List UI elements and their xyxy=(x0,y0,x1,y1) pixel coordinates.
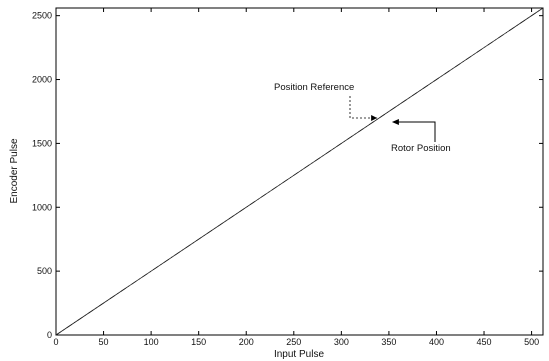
x-tick-label: 0 xyxy=(53,337,58,347)
x-tick-label: 450 xyxy=(477,337,492,347)
x-axis-ticks: 0 50 100 150 200 250 300 350 400 450 500 xyxy=(53,8,539,347)
leader-rotor-position xyxy=(397,121,436,142)
series-line-rotor-position xyxy=(55,7,544,336)
x-tick-label: 50 xyxy=(99,337,109,347)
annotation-position-reference: Position Reference xyxy=(274,82,354,93)
y-tick-label: 500 xyxy=(37,266,52,276)
y-tick-label: 0 xyxy=(47,330,52,340)
y-axis-label: Encoder Pulse xyxy=(9,138,20,203)
y-tick-label: 1000 xyxy=(32,202,52,212)
annotation-layer: Position Reference Rotor Position xyxy=(274,82,451,154)
y-tick-label: 2000 xyxy=(32,75,52,85)
y-tick-label: 2500 xyxy=(32,11,52,21)
leader-position-reference xyxy=(349,96,378,119)
x-tick-label: 350 xyxy=(381,337,396,347)
x-tick-label: 250 xyxy=(286,337,301,347)
x-tick-label: 100 xyxy=(144,337,159,347)
y-axis-ticks: 0 500 1000 1500 2000 2500 xyxy=(32,11,543,340)
series-layer xyxy=(55,7,544,336)
x-tick-label: 500 xyxy=(524,337,539,347)
x-axis-label: Input Pulse xyxy=(274,349,324,360)
x-tick-label: 400 xyxy=(429,337,444,347)
x-tick-label: 150 xyxy=(191,337,206,347)
x-tick-label: 300 xyxy=(334,337,349,347)
y-tick-label: 1500 xyxy=(32,138,52,148)
x-tick-label: 200 xyxy=(239,337,254,347)
arrowhead-rotor-position xyxy=(391,119,399,125)
annotation-rotor-position: Rotor Position xyxy=(391,143,451,154)
arrowhead-position-reference xyxy=(371,115,378,121)
